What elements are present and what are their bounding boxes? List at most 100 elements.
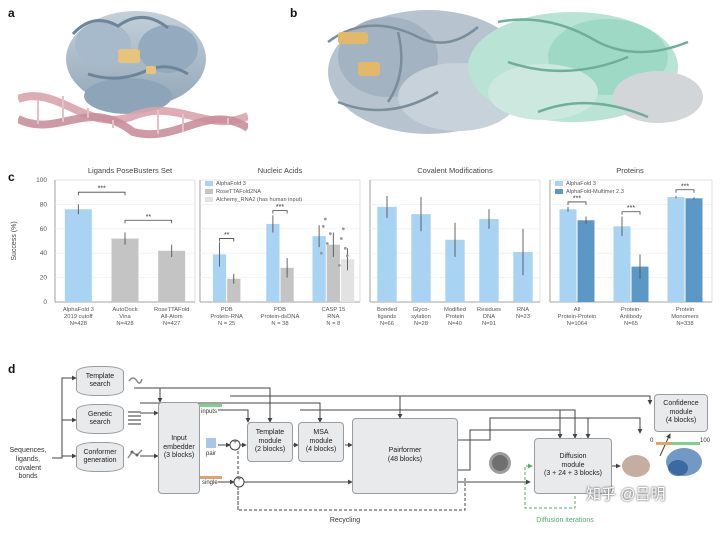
bar bbox=[479, 219, 499, 302]
x-category-label: 2019 cutoff bbox=[64, 314, 93, 320]
x-category-label: sylation bbox=[411, 314, 431, 320]
chart-title-ligands: Ligands PoseBusters Set bbox=[87, 166, 173, 175]
chart-title-covalent: Covalent Modifications bbox=[417, 166, 493, 175]
x-category-label: Protein-dsDNA bbox=[261, 314, 300, 320]
y-tick-label: 80 bbox=[40, 201, 48, 208]
x-category-label: N=23 bbox=[516, 314, 530, 320]
msa-alignment-icon bbox=[128, 411, 141, 425]
data-point bbox=[319, 251, 323, 255]
significance-label: *** bbox=[98, 186, 106, 193]
x-category-label: RoseTTAFold bbox=[154, 307, 189, 313]
bar bbox=[111, 238, 139, 302]
significance-bracket bbox=[77, 191, 126, 196]
x-category-label: RNA bbox=[327, 314, 339, 320]
bar bbox=[266, 223, 280, 302]
legend-label: Alchemy_RNA2 (has human input) bbox=[216, 197, 302, 203]
y-axis-label: Success (%) bbox=[11, 221, 18, 260]
x-category-label: N=428 bbox=[116, 321, 133, 327]
pairformer-box: Pairformer (48 blocks) bbox=[352, 418, 458, 494]
significance-label: *** bbox=[627, 205, 635, 212]
x-category-label: RNA bbox=[517, 307, 529, 313]
x-category-label: N=28 bbox=[414, 321, 428, 327]
legend-swatch bbox=[205, 197, 213, 202]
x-category-label: N=428 bbox=[70, 321, 87, 327]
x-category-label: Vina bbox=[119, 314, 131, 320]
plus-symbol-pair: + bbox=[232, 439, 238, 446]
significance-bracket bbox=[675, 189, 695, 193]
legend-swatch bbox=[555, 181, 563, 186]
inputs-label: Sequences, ligands, covalent bonds bbox=[9, 447, 47, 481]
y-tick-label: 100 bbox=[36, 177, 47, 184]
x-category-label: N=40 bbox=[448, 321, 462, 327]
legend-label: RoseTTAFold2NA bbox=[216, 189, 261, 195]
panel-label-b: b bbox=[290, 6, 298, 20]
data-point bbox=[343, 246, 347, 250]
data-point bbox=[341, 227, 345, 231]
watermark: 知乎 @吕明 bbox=[586, 486, 666, 503]
bar bbox=[559, 209, 577, 302]
y-tick-label: 40 bbox=[40, 250, 48, 257]
legend-swatch bbox=[205, 189, 213, 194]
bar bbox=[212, 254, 227, 302]
x-category-label: N=66 bbox=[380, 321, 394, 327]
y-tick-label: 0 bbox=[43, 299, 47, 306]
plus-symbol-single: + bbox=[236, 476, 242, 483]
x-category-label: Glyco- bbox=[413, 307, 430, 313]
x-category-label: Protein- bbox=[621, 307, 641, 313]
panel-label-d: d bbox=[8, 362, 16, 376]
legend-label: AlphaFold 3 bbox=[566, 181, 596, 187]
tag-pair: pair bbox=[206, 451, 217, 457]
x-category-label: Bonded bbox=[377, 307, 397, 313]
x-category-label: N=65 bbox=[624, 321, 638, 327]
bar bbox=[631, 266, 649, 302]
x-category-label: N=1064 bbox=[567, 321, 588, 327]
bar bbox=[158, 250, 186, 302]
data-point bbox=[321, 224, 325, 228]
data-point bbox=[323, 217, 327, 221]
x-category-label: Protein-RNA bbox=[210, 314, 243, 320]
conformer-molecule-icon bbox=[127, 449, 143, 459]
x-category-label: Monomers bbox=[671, 314, 698, 320]
data-point bbox=[328, 232, 332, 236]
diffusion-module-box: Diffusion module (3 + 24 + 3 blocks) bbox=[534, 438, 612, 494]
x-category-label: N = 25 bbox=[218, 321, 235, 327]
architecture-connectors bbox=[52, 375, 702, 511]
panel-label-a: a bbox=[8, 6, 15, 20]
x-category-label: Protein-Protein bbox=[558, 314, 597, 320]
template-search-database: Template search bbox=[76, 366, 124, 396]
x-category-label: N = 38 bbox=[271, 321, 288, 327]
msa-module-box: MSA module (4 blocks) bbox=[298, 422, 344, 462]
confidence-scale-min: 0 bbox=[650, 438, 654, 444]
legend-label: AlphaFold-Multimer 2.3 bbox=[566, 189, 624, 195]
bar bbox=[577, 220, 595, 302]
significance-bracket bbox=[219, 238, 235, 242]
x-category-label: N=338 bbox=[676, 321, 693, 327]
x-category-label: All bbox=[574, 307, 580, 313]
genetic-search-database: Genetic search bbox=[76, 404, 124, 434]
legend-swatch bbox=[205, 181, 213, 186]
legend-swatch bbox=[555, 189, 563, 194]
x-category-label: N=91 bbox=[482, 321, 496, 327]
bar bbox=[340, 259, 355, 302]
data-point bbox=[345, 254, 349, 258]
bar bbox=[227, 278, 241, 302]
y-tick-label: 20 bbox=[40, 275, 48, 282]
protein-dna-structure-image bbox=[18, 11, 248, 139]
x-category-label: Protein bbox=[446, 314, 464, 320]
bar bbox=[326, 244, 340, 302]
significance-bracket bbox=[272, 210, 288, 214]
significance-label: ** bbox=[146, 214, 152, 221]
x-category-label: Modified bbox=[444, 307, 466, 313]
data-point bbox=[325, 242, 329, 245]
bar bbox=[513, 251, 533, 302]
x-category-label: N = 8 bbox=[326, 321, 340, 327]
x-category-label: All-Atom bbox=[161, 314, 183, 320]
x-category-label: Antibody bbox=[620, 314, 643, 320]
diffusion-iterations-label: Diffusion iterations bbox=[536, 517, 594, 524]
input-embedder-box: Input embedder (3 blocks) bbox=[158, 402, 200, 494]
x-category-label: AutoDock bbox=[112, 307, 137, 313]
x-category-label: ligands bbox=[378, 314, 396, 320]
panel-label-c: c bbox=[8, 170, 15, 184]
bar bbox=[411, 214, 431, 302]
